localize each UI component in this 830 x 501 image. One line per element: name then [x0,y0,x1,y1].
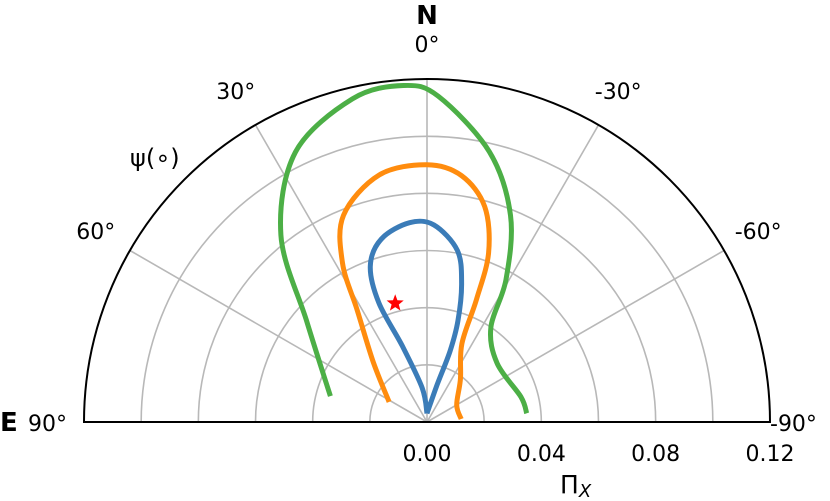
angle-gridline [426,124,600,423]
series-line-inner [367,218,465,415]
angle-gridline [129,249,428,423]
angle-tick-label: -60° [735,220,782,245]
east-label: E [0,408,18,438]
angle-gridlines [129,79,725,423]
angle-tick-label: 90° [28,412,67,437]
radial-tick-label: 0.04 [517,442,566,467]
angle-gridline [426,249,725,423]
angle-tick-label: 60° [76,220,115,245]
angle-tick-label: -30° [595,80,642,105]
marker-star [386,294,404,311]
angle-tick-label: 30° [216,80,255,105]
radial-axis-label: ΠX [560,470,592,501]
angle-tick-labels: 0° 30° 60° 90° -30° -60° -90° [28,33,817,437]
radial-tick-labels: 0.00 0.04 0.08 0.12 [403,442,795,467]
series-group [278,82,530,420]
angle-axis-label: ψ(∘) [130,144,180,172]
angle-tick-label: -90° [770,412,817,437]
north-label: N [416,1,438,31]
radial-axis-label-main: Π [560,470,579,499]
radial-axis-label-subscript: X [578,481,592,501]
radial-tick-label: 0.00 [403,442,452,467]
series-line-middle [337,162,492,420]
angle-gridline [254,124,428,423]
angle-tick-label: 0° [415,33,440,58]
radial-tick-label: 0.12 [746,442,795,467]
series-line-outer [278,82,530,415]
polar-frame [82,78,772,423]
radial-tick-label: 0.08 [631,442,680,467]
marker-group [386,294,404,311]
